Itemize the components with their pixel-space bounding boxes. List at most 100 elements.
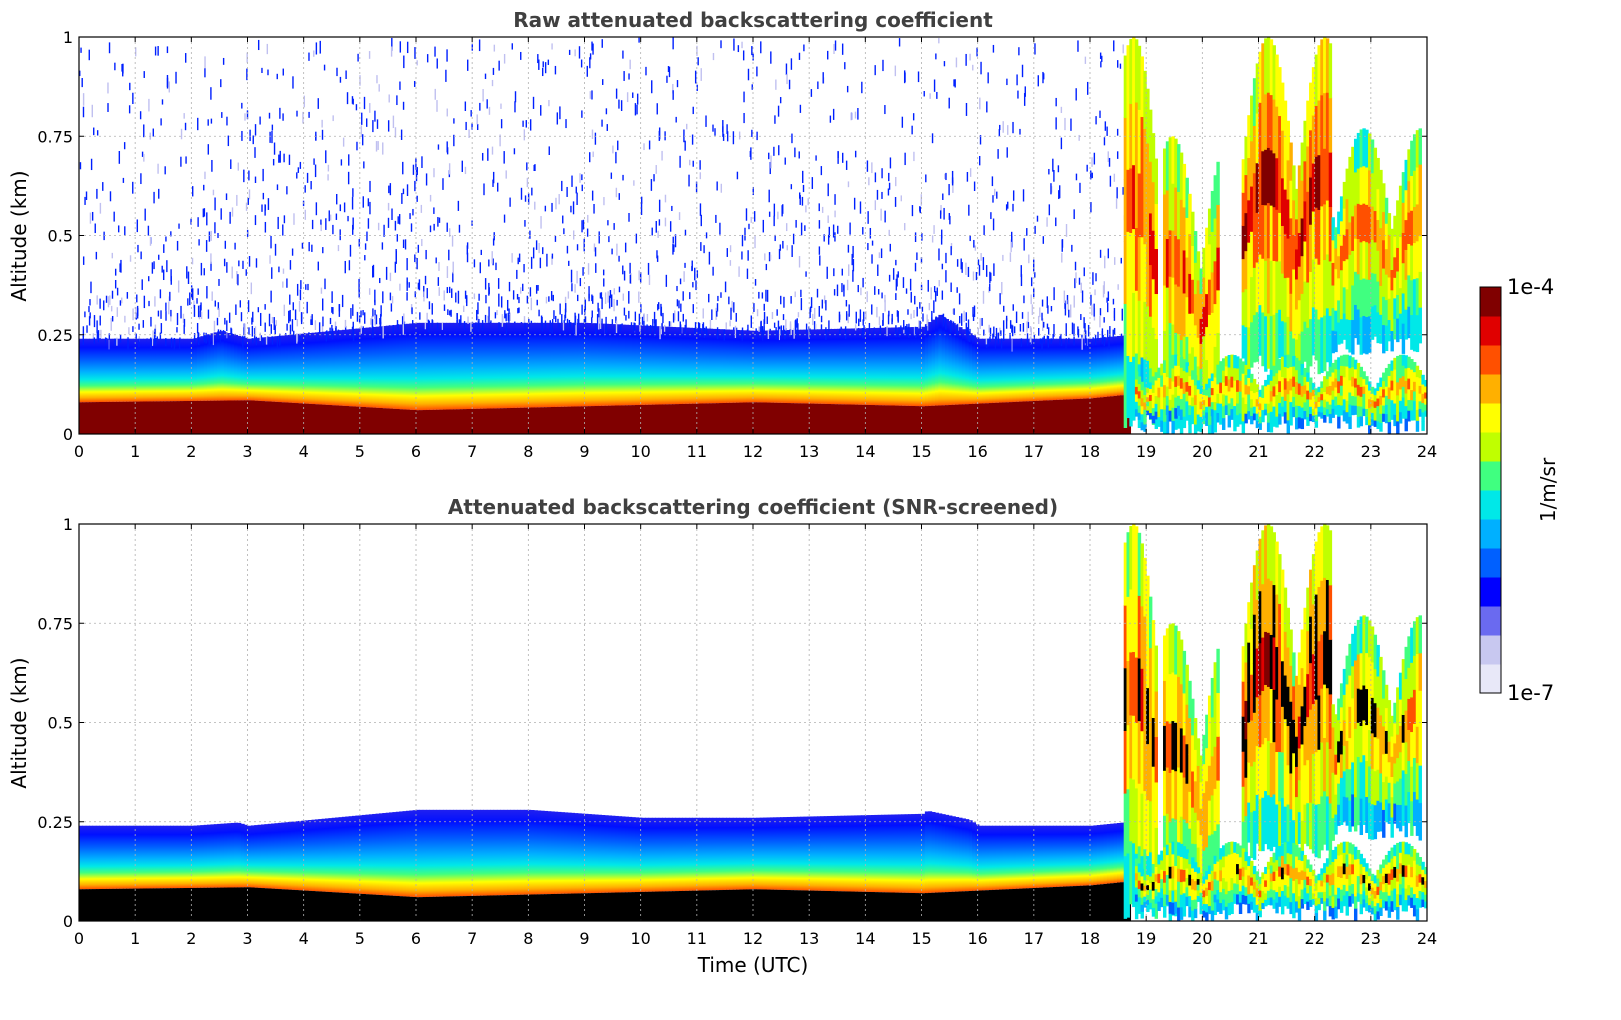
noise-speckle bbox=[136, 219, 139, 233]
cloud-cell bbox=[1407, 180, 1411, 213]
surface-layer-column bbox=[95, 889, 100, 921]
cloud-cell bbox=[1250, 373, 1254, 383]
noise-speckle bbox=[804, 225, 806, 231]
cloud-cell bbox=[1356, 373, 1361, 385]
cloud-cell bbox=[1168, 772, 1173, 823]
noise-speckle bbox=[581, 174, 583, 181]
cloud-cell bbox=[1137, 720, 1142, 784]
noise-speckle bbox=[282, 224, 284, 236]
noise-speckle bbox=[697, 322, 700, 335]
surface-layer-column bbox=[759, 402, 764, 434]
boundary-layer-column bbox=[746, 817, 751, 890]
noise-speckle bbox=[152, 128, 155, 137]
boundary-layer-column bbox=[244, 337, 249, 401]
surface-layer-column bbox=[908, 892, 912, 921]
surface-layer-column bbox=[362, 894, 367, 921]
cloud-cell bbox=[1202, 389, 1206, 396]
cloud-cell bbox=[1134, 227, 1139, 291]
surface-layer-column bbox=[210, 887, 215, 921]
cloud-cell bbox=[1314, 594, 1319, 648]
noise-speckle bbox=[501, 314, 504, 327]
surface-layer-column bbox=[314, 891, 319, 921]
cloud-cell bbox=[1328, 584, 1333, 640]
noise-speckle bbox=[1113, 173, 1116, 182]
cloud-cell bbox=[1401, 354, 1406, 366]
noise-speckle bbox=[434, 46, 436, 57]
cloud-cell bbox=[1196, 765, 1201, 794]
cloud-cell bbox=[1255, 391, 1260, 400]
cloud-cell bbox=[1250, 720, 1254, 767]
surface-layer-column bbox=[503, 408, 508, 434]
noise-speckle bbox=[356, 311, 359, 322]
cloud-cell bbox=[1398, 366, 1403, 379]
cloud-cell bbox=[1168, 183, 1173, 231]
noise-speckle bbox=[383, 224, 385, 237]
noise-speckle bbox=[99, 298, 101, 309]
noise-speckle bbox=[505, 313, 507, 322]
noise-speckle bbox=[192, 288, 194, 301]
cloud-cell bbox=[1348, 800, 1352, 832]
noise-speckle bbox=[712, 266, 714, 276]
cloud-cell bbox=[1275, 394, 1279, 406]
boundary-layer-column bbox=[688, 817, 693, 891]
noise-speckle bbox=[495, 262, 497, 271]
cloud-cell bbox=[1205, 714, 1209, 749]
noise-speckle bbox=[539, 257, 542, 269]
noise-speckle bbox=[401, 316, 404, 326]
cloud-cell bbox=[1382, 268, 1386, 297]
cloud-cell bbox=[1311, 554, 1316, 605]
surface-layer-column bbox=[618, 405, 623, 434]
noise-speckle bbox=[940, 205, 942, 215]
noise-speckle bbox=[513, 148, 516, 155]
surface-layer-column bbox=[972, 890, 977, 921]
noise-speckle bbox=[211, 159, 213, 172]
cloud-cell bbox=[1266, 313, 1271, 369]
noise-speckle bbox=[265, 336, 268, 345]
cloud-cell bbox=[1323, 630, 1327, 685]
cloud-cell bbox=[1325, 371, 1330, 380]
surface-layer-column bbox=[1032, 400, 1037, 434]
surface-layer-column bbox=[490, 408, 495, 434]
noise-speckle bbox=[941, 263, 944, 270]
cloud-cell bbox=[1185, 217, 1189, 258]
surface-layer-column bbox=[139, 888, 144, 921]
noise-speckle bbox=[652, 319, 654, 329]
noise-speckle bbox=[210, 230, 212, 241]
surface-layer-column bbox=[557, 406, 562, 434]
cloud-cell bbox=[1410, 245, 1414, 281]
cloud-cell bbox=[1261, 743, 1265, 798]
noise-speckle bbox=[289, 260, 292, 270]
cloud-cell bbox=[1207, 835, 1212, 871]
cloud-cell bbox=[1295, 369, 1299, 383]
cloud-cell bbox=[1146, 360, 1150, 416]
noise-speckle bbox=[214, 222, 216, 234]
noise-speckle bbox=[780, 325, 783, 336]
noise-speckle bbox=[978, 264, 981, 276]
noise-speckle bbox=[204, 171, 206, 180]
noise-speckle bbox=[1050, 305, 1053, 312]
boundary-layer-column bbox=[891, 814, 896, 893]
noise-speckle bbox=[436, 100, 438, 112]
cloud-cell bbox=[1210, 352, 1215, 394]
cloud-cell bbox=[1126, 231, 1130, 294]
cloud-cell bbox=[1390, 370, 1394, 381]
noise-speckle bbox=[729, 245, 732, 253]
cloud-cell bbox=[1339, 245, 1344, 271]
noise-speckle bbox=[972, 64, 974, 71]
noise-speckle bbox=[925, 174, 927, 183]
cloud-cell bbox=[1266, 740, 1271, 796]
boundary-layer-column bbox=[1056, 338, 1061, 400]
cloud-cell bbox=[1266, 374, 1271, 385]
surface-layer-column bbox=[833, 891, 838, 921]
cloud-cell bbox=[1289, 330, 1293, 370]
noise-speckle bbox=[185, 53, 187, 63]
surface-layer-column bbox=[146, 401, 151, 434]
surface-layer-column bbox=[95, 402, 100, 434]
cloud-cell bbox=[1345, 228, 1349, 260]
cloud-cell bbox=[1339, 777, 1344, 802]
cloud-cell bbox=[1258, 538, 1262, 592]
surface-layer-column bbox=[456, 409, 461, 434]
boundary-layer-column bbox=[257, 824, 262, 888]
noise-speckle bbox=[741, 234, 744, 247]
boundary-layer-column bbox=[267, 823, 272, 889]
